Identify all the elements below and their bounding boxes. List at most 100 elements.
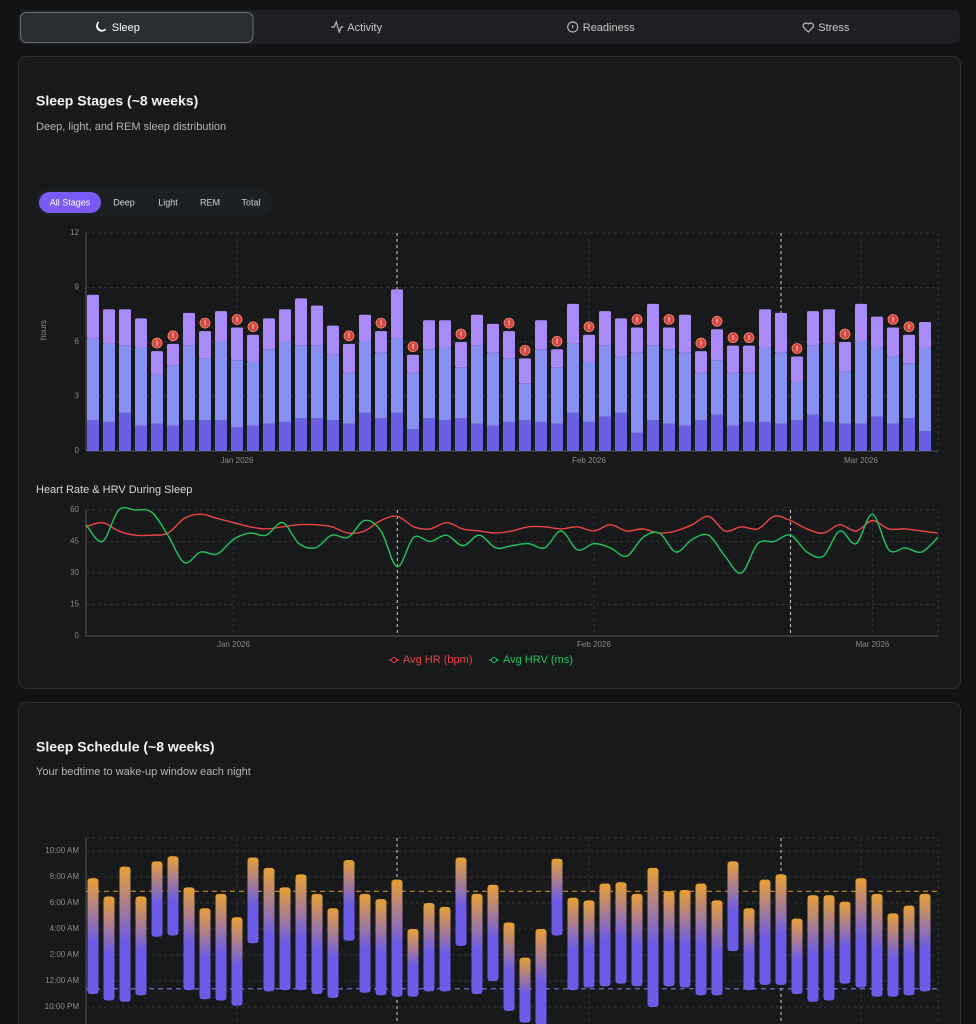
x-tick-label: Mar 2026 (856, 640, 890, 649)
alert-marker (343, 330, 355, 342)
tab-label[interactable]: Stress (818, 22, 850, 34)
bar-segment (871, 316, 883, 348)
bar-segment (359, 314, 371, 342)
filter-label[interactable]: REM (200, 197, 220, 207)
alert-marker (407, 341, 419, 353)
bar-segment (807, 345, 819, 415)
alert-label: ! (172, 333, 174, 340)
bar-segment (295, 418, 307, 451)
bar-segment (711, 360, 723, 415)
bar-segment (135, 425, 147, 451)
sleep-window-bar (247, 857, 259, 944)
sleep-window-bar (407, 929, 419, 997)
bar-segment (535, 421, 547, 451)
bar-segment (215, 342, 227, 421)
bar-segment (871, 416, 883, 451)
alert-marker (903, 321, 915, 333)
sleep-window-bar (343, 860, 355, 941)
bar-segment (231, 360, 243, 428)
bar-segment (823, 343, 835, 422)
alert-label: ! (524, 348, 526, 355)
filter-label[interactable]: Deep (113, 197, 135, 207)
bar-segment (583, 361, 595, 422)
sleep-window-bar (151, 861, 163, 937)
tab-active[interactable] (20, 12, 254, 43)
bar-segment (327, 354, 339, 421)
bar-segment (839, 371, 851, 424)
bar-segment (247, 425, 259, 451)
bar-segment (295, 298, 307, 346)
bar-segment (103, 309, 115, 344)
bar-segment (823, 309, 835, 344)
bar-segment (231, 427, 243, 451)
alert-label: ! (700, 340, 702, 347)
bar-segment (151, 374, 163, 424)
tab-label[interactable]: Activity (347, 22, 382, 34)
tab-label[interactable]: Sleep (112, 22, 140, 34)
content: Sleep Stages (~8 weeks) Deep, light, and … (36, 93, 939, 1024)
x-tick-label: Jan 2026 (221, 456, 254, 465)
bar-segment (295, 345, 307, 419)
bar-segment (471, 423, 483, 451)
bar-segment (839, 423, 851, 451)
alert-marker (743, 332, 755, 344)
tab-icon (567, 21, 579, 33)
bar-segment (263, 318, 275, 350)
bar-segment (423, 418, 435, 451)
alert-label: ! (668, 317, 670, 324)
filter-label[interactable]: Total (241, 197, 260, 207)
bar-segment (727, 425, 739, 451)
bar-segment (759, 347, 771, 422)
sleep-window-bar (791, 918, 803, 994)
bar-segment (407, 429, 419, 451)
bar-segment (487, 323, 499, 353)
bar-segment (279, 309, 291, 342)
bar-segment (567, 343, 579, 413)
bar-segment (87, 294, 99, 339)
bar-segment (343, 343, 355, 373)
legend-marker (491, 657, 497, 663)
tab-label[interactable]: Readiness (583, 22, 635, 34)
y-tick-label: 0 (75, 631, 80, 640)
sleep-window-bar (439, 906, 451, 992)
filter-label[interactable]: Light (158, 197, 178, 207)
bar-segment (471, 345, 483, 424)
alert-label: ! (732, 335, 734, 342)
bar-segment (503, 421, 515, 451)
bar-segment (455, 367, 467, 419)
alert-marker (231, 314, 243, 325)
sleep-window-bar (391, 879, 403, 997)
bar-segment (727, 372, 739, 426)
alert-label: ! (348, 333, 350, 340)
bar-segment (439, 347, 451, 421)
bar-segment (919, 322, 931, 348)
card-title: Sleep Stages (~8 weeks) (36, 93, 198, 109)
bar-segment (903, 334, 915, 364)
bar-segment (503, 358, 515, 422)
sleep-window-bar (359, 893, 371, 993)
alert-label: ! (380, 320, 382, 327)
bar-segment (727, 345, 739, 373)
alert-label: ! (508, 320, 510, 327)
bar-segment (519, 383, 531, 421)
bar-segment (679, 352, 691, 426)
alert-label: ! (796, 346, 798, 353)
sleep-window-bar (103, 896, 115, 1001)
bar-segment (743, 421, 755, 451)
x-tick-label: Jan 2026 (217, 640, 250, 649)
sleep-window-bar (647, 867, 659, 1007)
alert-marker (167, 330, 179, 342)
filter-label[interactable]: All Stages (50, 197, 91, 207)
bar-segment (231, 327, 243, 361)
alert-label: ! (892, 317, 894, 324)
sleep-window-bar (263, 867, 275, 992)
sleep-window-bar (535, 929, 547, 1024)
alert-label: ! (636, 317, 638, 324)
filter-pill-active[interactable] (39, 192, 101, 213)
bar-segment (391, 412, 403, 451)
bar-segment (743, 345, 755, 373)
bar-segment (423, 349, 435, 419)
sleep-window-bar (919, 893, 931, 992)
bar-segment (679, 314, 691, 353)
bar-segment (551, 349, 563, 368)
